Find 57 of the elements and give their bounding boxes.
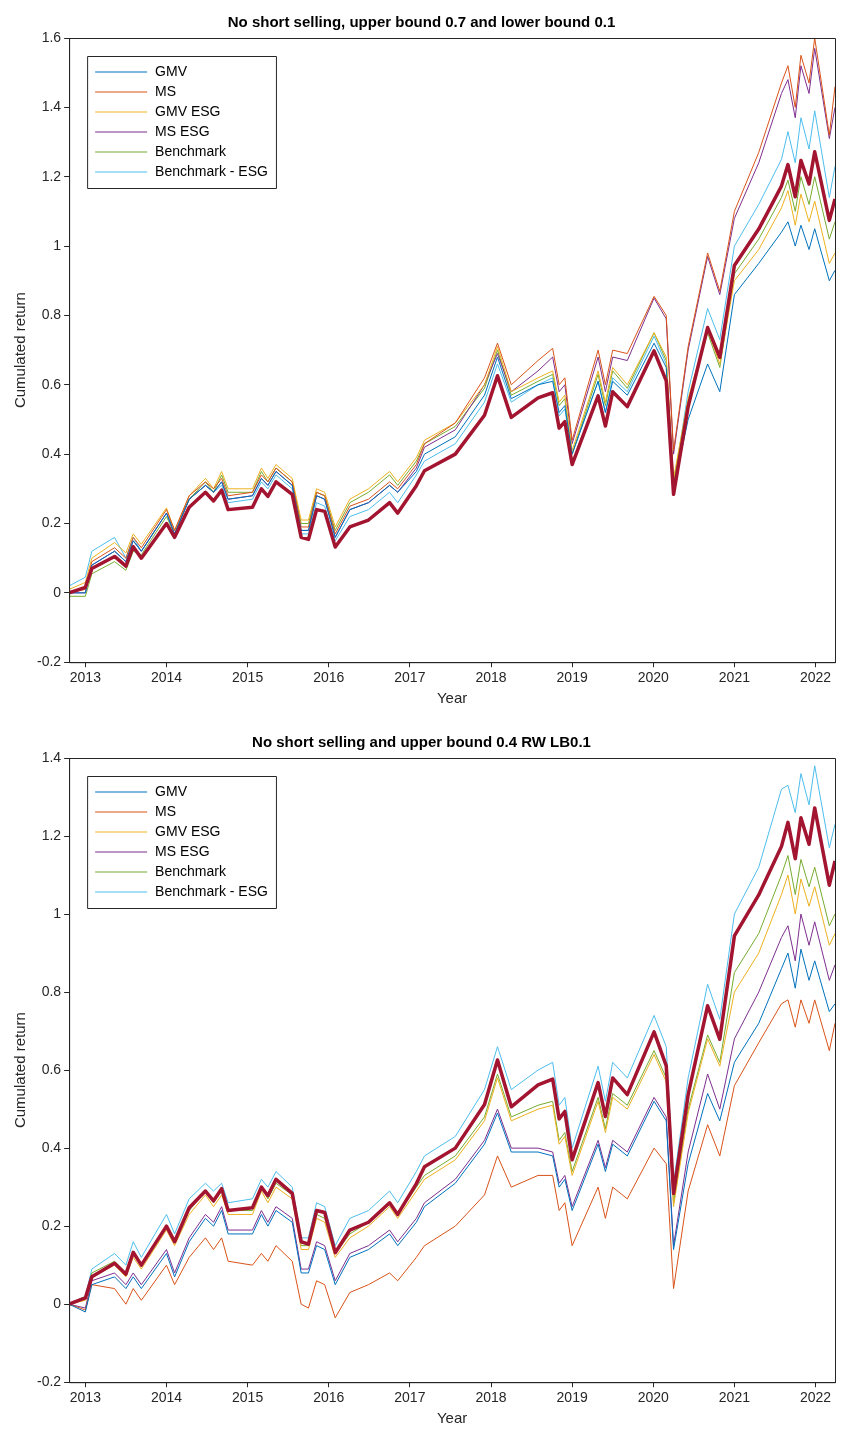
x-axis-title: Year [436,689,468,707]
y-tick-label: 1.2 [41,167,62,184]
x-tick-label: 2013 [69,1389,102,1406]
x-tick-label: 2015 [232,1389,264,1406]
legend-label: Benchmark [155,142,227,159]
y-tick-label: 0.6 [41,1060,62,1077]
y-tick-label: 0 [53,583,62,600]
y-tick-label: -0.2 [37,1373,62,1390]
x-tick-label: 2016 [313,669,345,686]
x-tick-label: 2013 [69,669,102,686]
x-tick-label: 2020 [637,669,670,686]
y-tick-label: -0.2 [37,653,62,670]
legend-label: GMV [155,62,188,79]
legend-label: Benchmark - ESG [155,882,268,899]
x-axis-title: Year [436,1409,468,1427]
x-tick-label: 2014 [150,669,183,686]
legend-label: GMV ESG [155,102,221,119]
y-tick-label: 0.8 [41,306,62,323]
legend-label: GMV [155,782,188,799]
y-tick-label: 1.4 [41,748,62,765]
y-tick-label: 0 [53,1295,62,1312]
legend-label: MS [155,82,177,99]
x-tick-label: 2017 [394,1389,426,1406]
y-tick-label: 1 [53,236,62,253]
x-tick-label: 2018 [475,669,507,686]
y-tick-label: 0.2 [41,514,62,531]
x-tick-label: 2022 [799,669,832,686]
legend-label: Benchmark [155,862,227,879]
y-tick-label: 1.4 [41,98,62,115]
legend-label: Benchmark - ESG [155,162,268,179]
y-tick-label: 1.6 [41,28,62,45]
chart-title: No short selling and upper bound 0.4 RW LB0.1 [252,733,591,751]
x-tick-label: 2016 [313,1389,345,1406]
x-tick-label: 2020 [637,1389,670,1406]
y-axis-title: Cumulated return [11,292,29,409]
x-tick-label: 2019 [556,669,588,686]
y-axis-title: Cumulated return [11,1012,29,1129]
legend-label: MS ESG [155,122,210,139]
x-tick-label: 2021 [718,669,751,686]
x-tick-label: 2015 [232,669,264,686]
x-tick-label: 2022 [799,1389,832,1406]
x-tick-label: 2014 [150,1389,183,1406]
y-tick-label: 0.2 [41,1217,62,1234]
x-tick-label: 2019 [556,1389,588,1406]
y-tick-label: 1.2 [41,826,62,843]
legend-label: MS [155,802,177,819]
legend-label: GMV ESG [155,822,221,839]
x-tick-label: 2017 [394,669,426,686]
y-tick-label: 0.4 [41,444,62,461]
y-tick-label: 0.6 [41,375,62,392]
y-tick-label: 1 [53,904,62,921]
x-tick-label: 2021 [718,1389,751,1406]
x-tick-label: 2018 [475,1389,507,1406]
legend-label: MS ESG [155,842,210,859]
chart-title: No short selling, upper bound 0.7 and lower bound 0.1 [227,13,616,31]
y-tick-label: 0.4 [41,1138,62,1155]
y-tick-label: 0.8 [41,982,62,999]
